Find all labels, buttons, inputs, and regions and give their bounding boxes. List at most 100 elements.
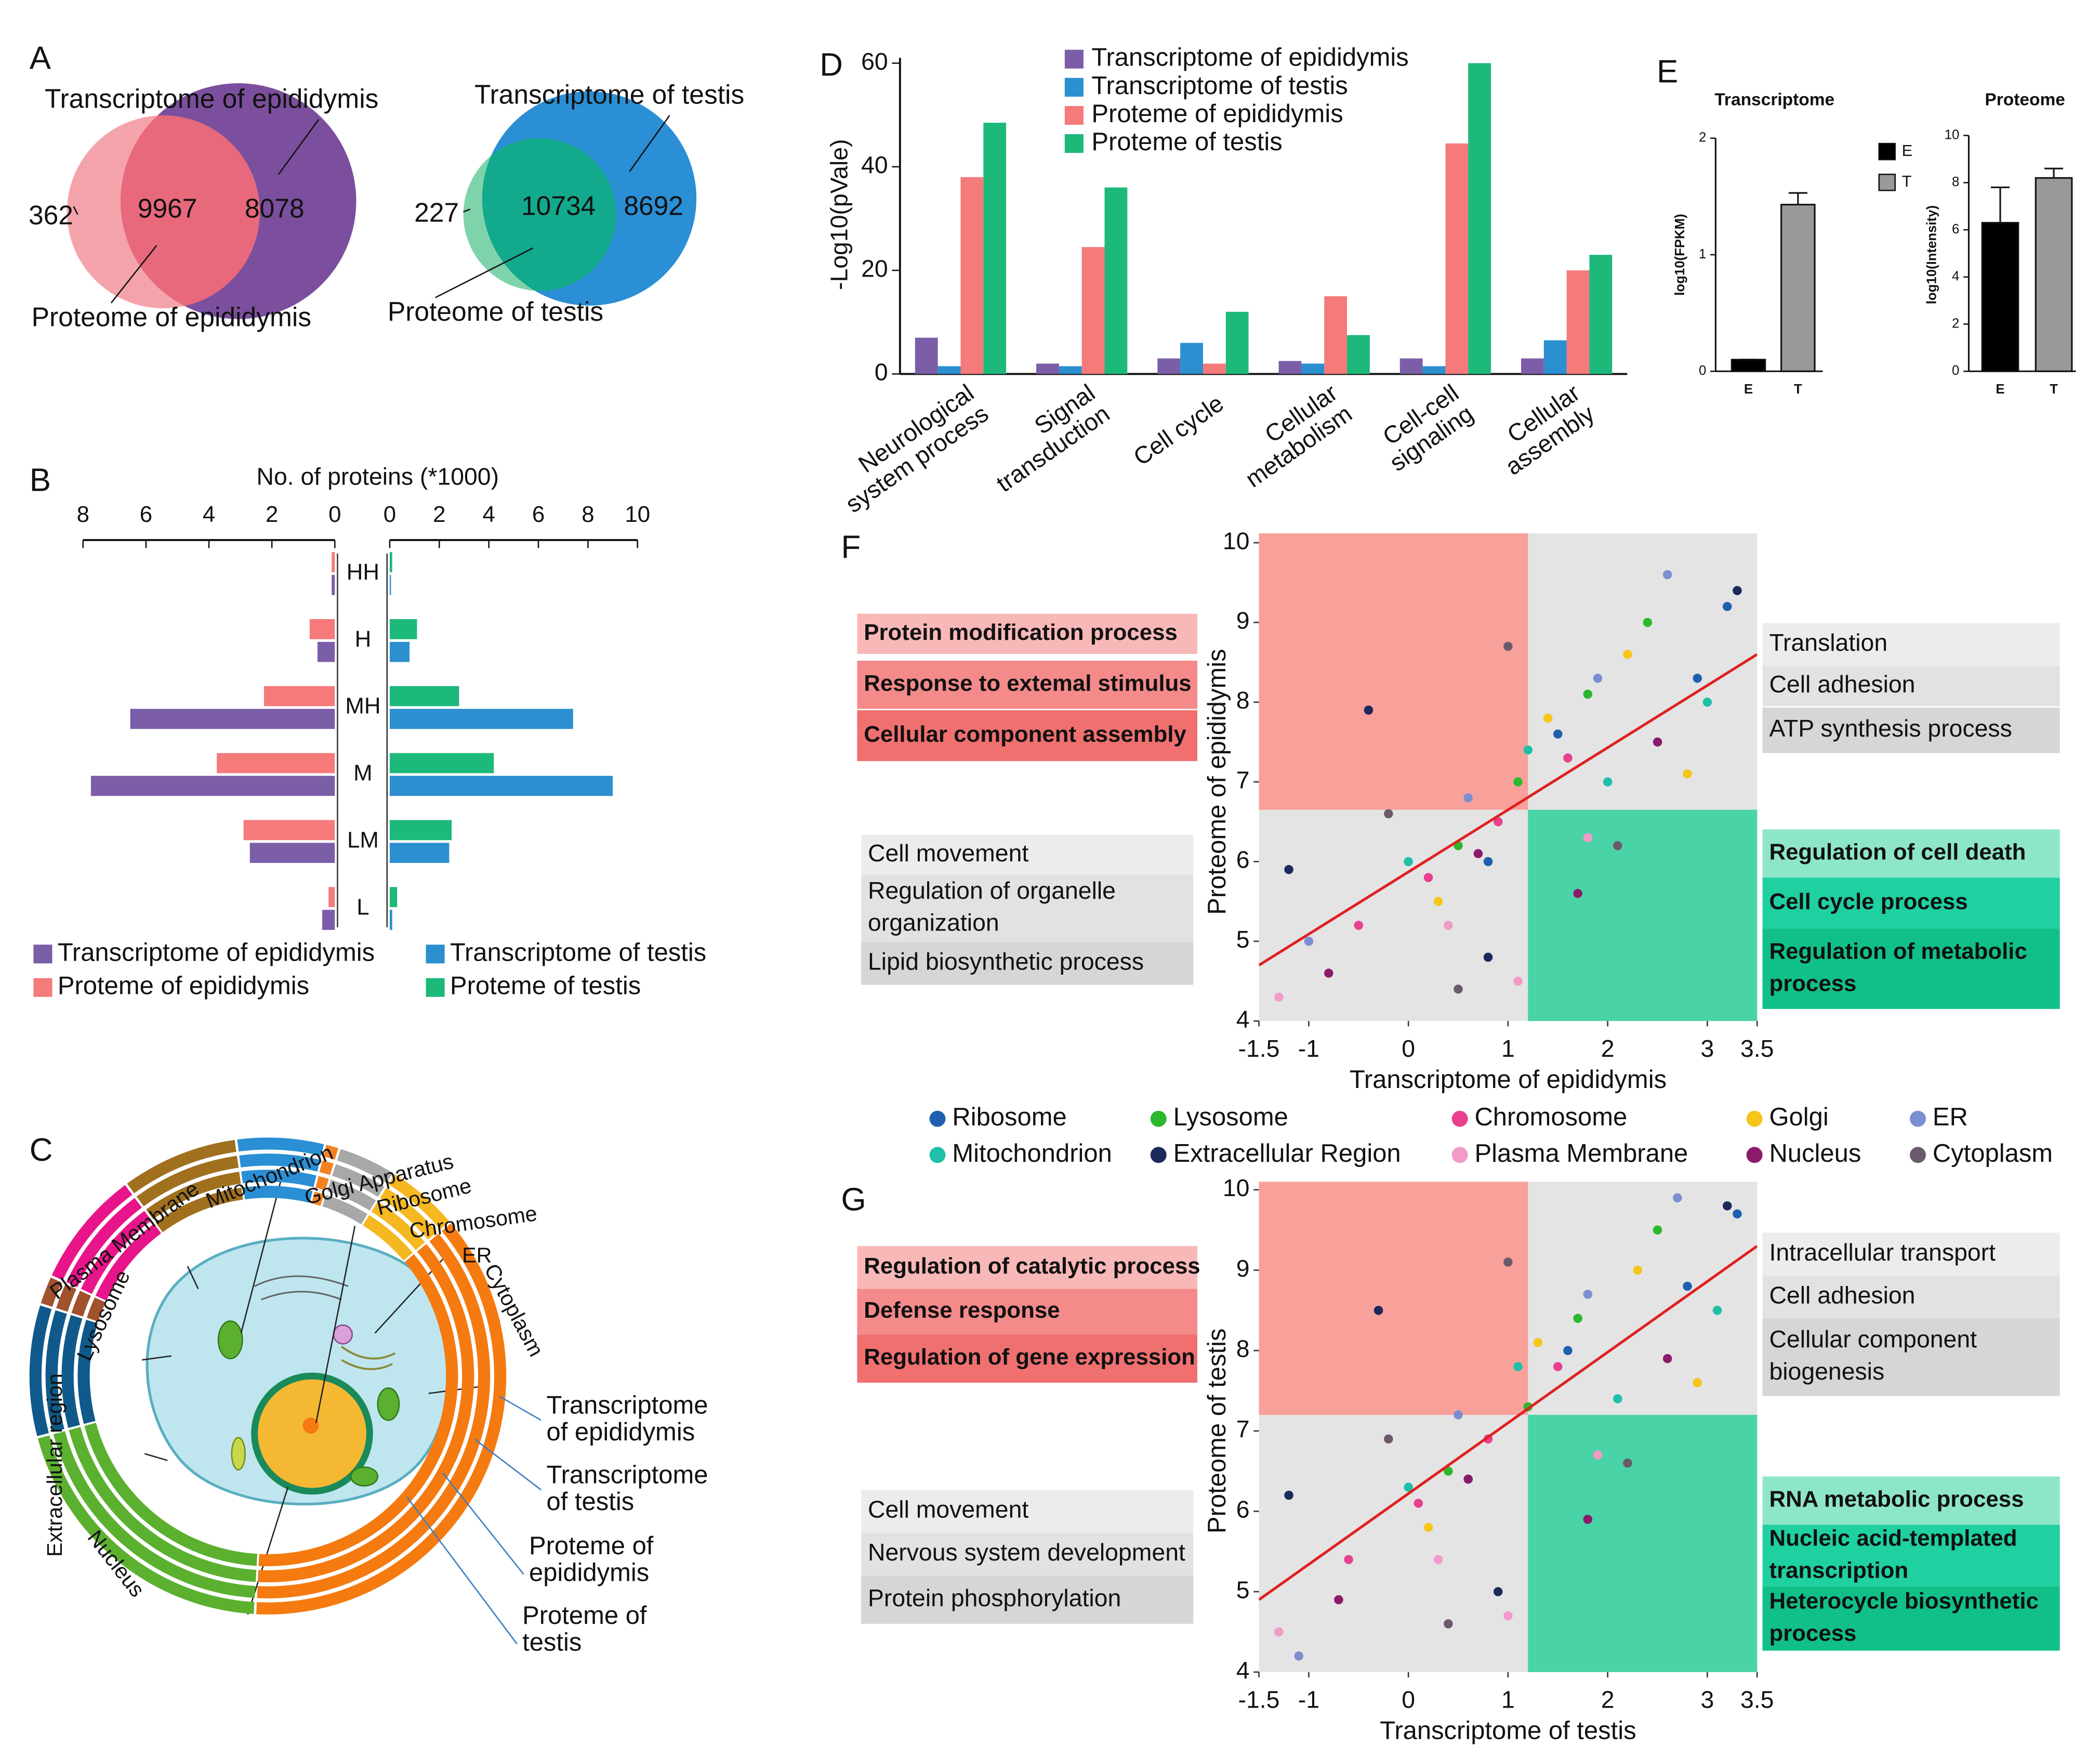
panel-label: A	[30, 41, 51, 76]
annotation-box	[1762, 877, 2060, 929]
point	[1433, 897, 1443, 906]
ring-legend-label: Transcriptome of testis	[546, 1461, 708, 1516]
point	[1444, 1619, 1453, 1629]
ring-segment	[155, 1187, 243, 1232]
annotation-label: Response to extemal stimulus	[864, 671, 1191, 696]
y-tick-label: 4	[1952, 269, 1959, 284]
ring-segment	[61, 1315, 83, 1428]
ring-segment	[77, 1319, 98, 1424]
annotation-box	[1762, 1476, 2060, 1525]
annotation-box	[1762, 1232, 2060, 1276]
point	[1733, 586, 1742, 595]
compartment-label: Extracellular region	[43, 1373, 67, 1557]
bar	[1180, 343, 1203, 374]
venn-set-name: Proteome of epididymis	[32, 301, 311, 332]
point	[1473, 849, 1483, 858]
annotation-box	[857, 1246, 1197, 1289]
point	[1553, 1362, 1563, 1371]
point	[1493, 817, 1503, 826]
legend-swatch	[1064, 77, 1084, 97]
panel-label: D	[820, 47, 843, 83]
annotation-box	[1762, 666, 2060, 706]
ring-segment	[69, 1427, 257, 1582]
venn-value: 8078	[245, 193, 305, 224]
y-tick-label: 5	[1236, 926, 1250, 953]
quadrant-lower-right	[1528, 1414, 1758, 1672]
x-tick-label: E	[1744, 382, 1753, 397]
bar	[322, 910, 335, 930]
ring-legend-label: Transcriptome of epididymis	[546, 1391, 708, 1446]
legend-label: Mitochondrion	[952, 1139, 1112, 1167]
category-label: M	[353, 760, 372, 786]
ring-segment	[127, 1139, 236, 1193]
bar	[2035, 177, 2073, 372]
cell-illustration	[85, 1178, 480, 1615]
panel-label: B	[30, 463, 51, 498]
bar	[1543, 340, 1567, 374]
annotation-label: Regulation of organelle organization	[868, 877, 1116, 936]
y-tick-label: 9	[1236, 1255, 1250, 1282]
ring-segment	[51, 1185, 133, 1281]
point	[1613, 841, 1622, 850]
annotation-label: Heterocycle biosynthetic process	[1769, 1588, 2038, 1646]
legend-label: Cytoplasm	[1933, 1139, 2053, 1167]
point	[1294, 1651, 1303, 1661]
legend-label: Chromosome	[1474, 1103, 1627, 1131]
legend-swatch	[1064, 134, 1084, 153]
point	[1643, 618, 1653, 627]
y-tick-label: 8	[1236, 1335, 1250, 1362]
venn-set-name: Transcriptome of epididymis	[45, 83, 378, 113]
annotation-label: Intracellular transport	[1769, 1239, 1996, 1266]
bar	[1225, 311, 1249, 374]
bar	[389, 574, 391, 595]
annotation-label: Regulation of gene expression	[864, 1344, 1195, 1370]
annotation-label: Lipid biosynthetic process	[868, 948, 1144, 975]
point	[1344, 1555, 1353, 1564]
y-tick-label: 6	[1952, 222, 1959, 237]
point	[1573, 1314, 1582, 1323]
annotation-box	[857, 613, 1197, 654]
annotation-box	[1762, 1275, 2060, 1319]
ring-segment	[327, 1179, 376, 1211]
ring-segment	[81, 1211, 152, 1294]
point	[1483, 857, 1493, 867]
y-tick-label: 10	[1223, 1174, 1250, 1201]
point	[1623, 1458, 1632, 1468]
x-tick-label: Cellularmetabolism	[1226, 379, 1357, 493]
annotation-box	[1762, 928, 2060, 1009]
venn-value: 227	[414, 197, 459, 227]
ring-segment	[37, 1435, 255, 1615]
bar	[389, 641, 410, 662]
legend-marker	[1910, 1110, 1926, 1127]
legend-label: ER	[1933, 1103, 1968, 1131]
point	[1503, 1257, 1513, 1267]
point	[1354, 921, 1364, 930]
x-tick-label: 1	[1501, 1686, 1515, 1713]
ring-segment	[243, 1186, 313, 1203]
point	[1662, 1354, 1672, 1363]
ring-segment	[84, 1422, 258, 1566]
ring-segment	[66, 1198, 142, 1288]
point	[1454, 1410, 1463, 1420]
point	[1304, 937, 1314, 946]
point	[1423, 873, 1433, 882]
y-tick-label: 8	[1952, 175, 1959, 189]
bar	[90, 776, 335, 796]
bar	[1059, 366, 1082, 374]
points	[1259, 570, 1758, 1002]
bar	[960, 177, 984, 374]
ring-segment	[41, 1277, 62, 1307]
legend-label: T	[1902, 172, 1912, 190]
point	[1583, 1290, 1593, 1299]
venn-overlap	[120, 115, 260, 309]
annotation-box	[1762, 829, 2060, 878]
y-tick-label: 7	[1236, 1415, 1250, 1442]
point	[1722, 602, 1732, 611]
bar	[130, 709, 335, 729]
quadrant-upper-left	[1259, 533, 1528, 810]
compartment-label: ER	[462, 1243, 492, 1267]
x-tick-label: 3	[1700, 1035, 1714, 1062]
venn-value: 362	[29, 200, 73, 230]
y-tick-label: 2	[1952, 316, 1959, 331]
annotation-box	[1762, 623, 2060, 666]
